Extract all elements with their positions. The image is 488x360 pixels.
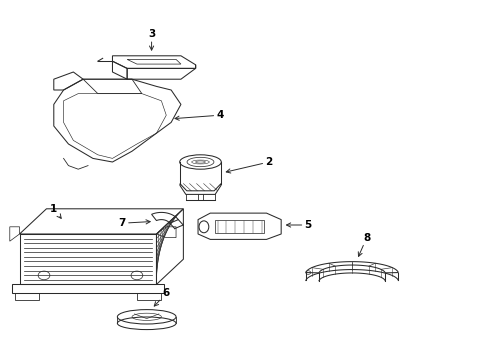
Text: 8: 8 [358, 233, 369, 256]
Text: 2: 2 [226, 157, 272, 173]
Text: 5: 5 [286, 220, 311, 230]
Text: 6: 6 [154, 288, 169, 306]
Text: 1: 1 [50, 204, 61, 219]
Text: 4: 4 [175, 110, 224, 120]
Text: 3: 3 [148, 29, 155, 50]
Text: 7: 7 [118, 218, 150, 228]
